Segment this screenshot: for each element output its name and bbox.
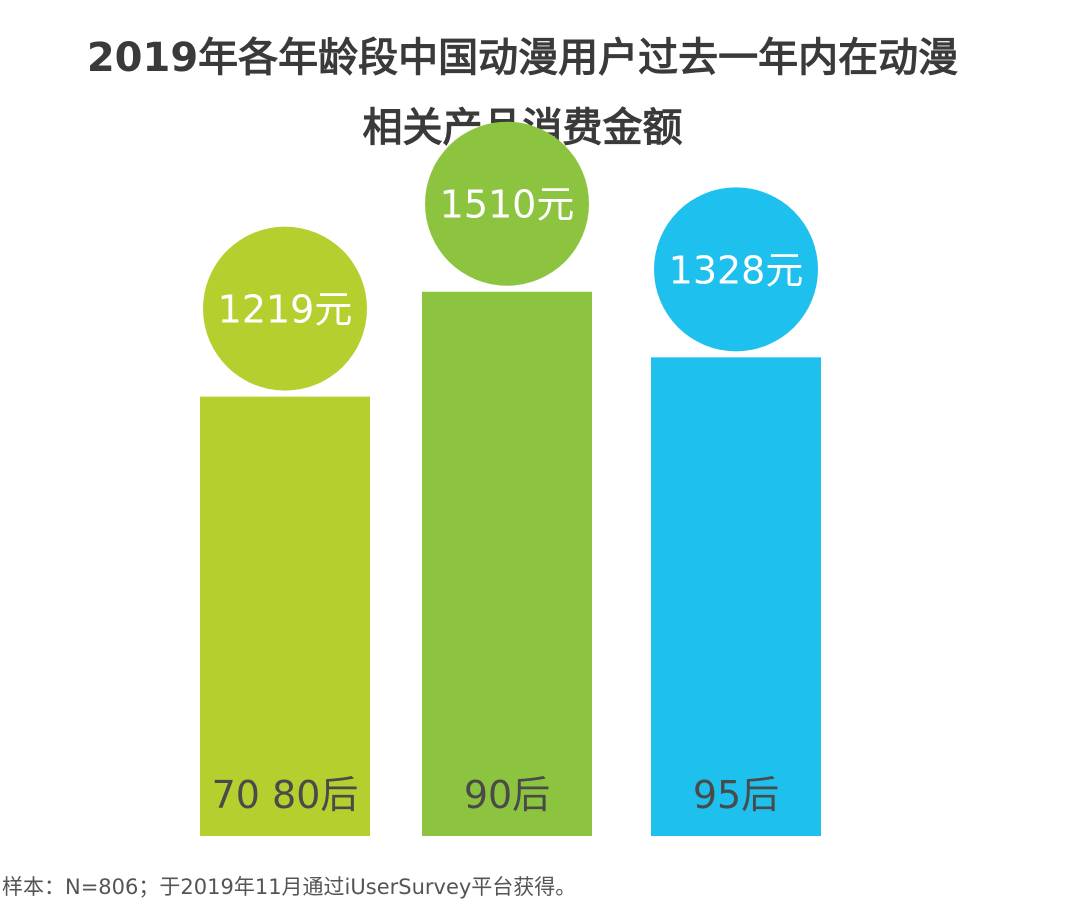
value-bubble-1 (203, 226, 367, 391)
bar-2 (422, 291, 592, 836)
value-bubble-3 (654, 187, 818, 352)
data-label-2: 1510元 (440, 183, 575, 227)
data-label-3: 1328元 (669, 248, 804, 292)
category-label-1: 70 80后 (212, 773, 359, 817)
bar-1 (200, 396, 370, 836)
bar-3 (651, 357, 821, 836)
chart-title-line-1: 2019年各年龄段中国动漫用户过去一年内在动漫 (86, 35, 959, 81)
value-bubble-2 (425, 121, 589, 286)
data-label-1: 1219元 (218, 288, 353, 332)
category-label-2: 90后 (464, 773, 550, 817)
sample-footnote: 样本：N=806；于2019年11月通过iUserSurvey平台获得。 (2, 875, 577, 899)
category-label-3: 95后 (693, 773, 779, 817)
